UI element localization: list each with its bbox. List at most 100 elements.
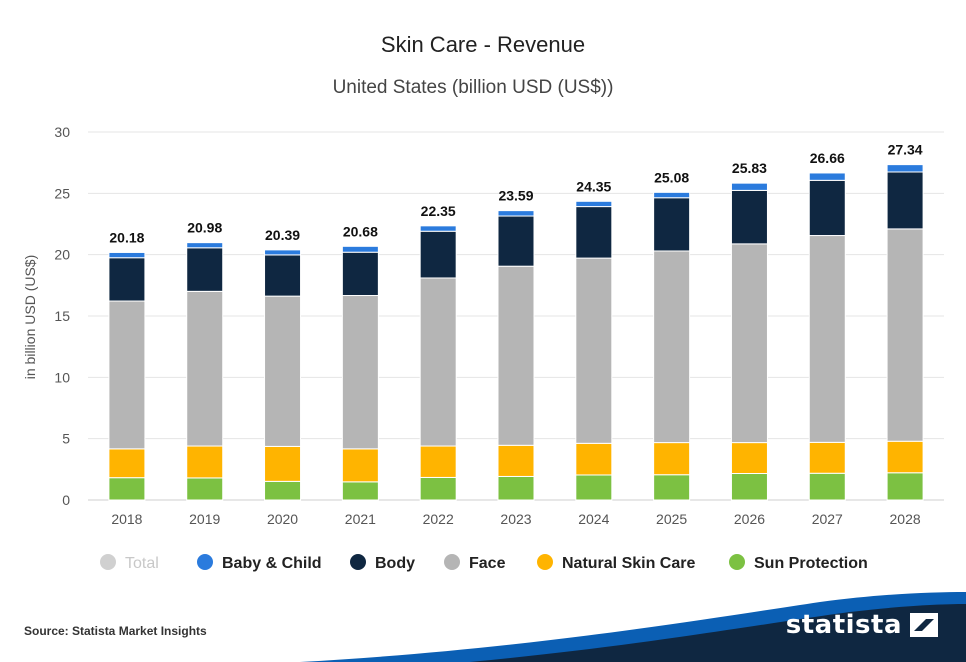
bar-segment[interactable]	[808, 441, 846, 474]
bar-segment[interactable]	[108, 300, 146, 450]
legend-label: Total	[125, 555, 159, 572]
bar-segment[interactable]	[575, 200, 613, 208]
bar-segment[interactable]	[264, 295, 302, 447]
bar-stack[interactable]	[264, 249, 302, 501]
bar-segment[interactable]	[264, 480, 302, 501]
bar-stack[interactable]	[419, 225, 457, 501]
bar-segment[interactable]	[341, 295, 379, 450]
legend-item[interactable]: Body	[350, 554, 415, 572]
bar-segment[interactable]	[653, 442, 691, 476]
bar-segment[interactable]	[419, 230, 457, 279]
bar-segment[interactable]	[575, 442, 613, 476]
bar-segment[interactable]	[264, 445, 302, 482]
bar-segment[interactable]	[575, 206, 613, 259]
legend[interactable]: Total Baby & Child Body Face Natural Skin Ca…	[100, 554, 868, 572]
statista-logo[interactable]: statista	[786, 610, 938, 640]
total-data-label: 20.18	[109, 229, 144, 245]
bar-stack[interactable]	[730, 182, 768, 501]
bar-stack[interactable]	[186, 242, 224, 501]
total-data-label: 24.35	[576, 178, 611, 194]
bar-segment[interactable]	[108, 257, 146, 302]
legend-marker	[197, 554, 213, 570]
bar-segment[interactable]	[575, 257, 613, 444]
bar-segment[interactable]	[264, 249, 302, 256]
x-tick-label: 2018	[111, 511, 142, 527]
source-text: Source: Statista Market Insights	[24, 624, 207, 638]
bar-stack[interactable]	[886, 164, 924, 501]
bar-segment[interactable]	[341, 448, 379, 483]
bar-segment[interactable]	[186, 445, 224, 479]
bar-segment[interactable]	[341, 251, 379, 297]
bar-segment[interactable]	[886, 228, 924, 442]
bar-segment[interactable]	[653, 250, 691, 444]
bar-segment[interactable]	[730, 182, 768, 191]
bar-segment[interactable]	[575, 474, 613, 501]
y-tick-label: 15	[54, 308, 70, 324]
bar-segment[interactable]	[186, 242, 224, 249]
bar-stack[interactable]	[497, 210, 535, 501]
bar-segment[interactable]	[808, 179, 846, 237]
legend-label: Face	[469, 555, 506, 572]
chart-subtitle: United States (billion USD (US$))	[333, 77, 614, 98]
legend-label: Natural Skin Care	[562, 555, 695, 572]
bar-segment[interactable]	[808, 472, 846, 501]
bar-segment[interactable]	[108, 477, 146, 501]
bar-segment[interactable]	[341, 481, 379, 501]
bar-segment[interactable]	[497, 215, 535, 267]
legend-label: Body	[375, 555, 415, 572]
bar-segment[interactable]	[264, 254, 302, 297]
legend-marker	[729, 554, 745, 570]
x-tick-label: 2022	[423, 511, 454, 527]
legend-item[interactable]: Baby & Child	[197, 554, 322, 572]
bar-segment[interactable]	[341, 245, 379, 253]
chart-title: Skin Care - Revenue	[381, 32, 585, 57]
bar-stack[interactable]	[341, 245, 379, 501]
bar-segment[interactable]	[886, 472, 924, 501]
bar-segment[interactable]	[730, 442, 768, 475]
statista-mark-icon	[910, 613, 938, 637]
bar-segment[interactable]	[497, 444, 535, 477]
legend-item[interactable]: Natural Skin Care	[537, 554, 695, 572]
bar-stack[interactable]	[575, 200, 613, 501]
bar-segment[interactable]	[419, 445, 457, 478]
bar-segment[interactable]	[419, 277, 457, 447]
y-tick-label: 20	[54, 247, 70, 263]
bar-segment[interactable]	[886, 164, 924, 173]
bar-segment[interactable]	[886, 440, 924, 474]
bar-segment[interactable]	[497, 475, 535, 501]
bar-segment[interactable]	[886, 171, 924, 230]
bar-layer	[108, 164, 924, 501]
bar-segment[interactable]	[808, 172, 846, 181]
bar-segment[interactable]	[497, 210, 535, 217]
bar-segment[interactable]	[497, 265, 535, 446]
total-data-label: 20.39	[265, 227, 300, 243]
bar-stack[interactable]	[108, 251, 146, 501]
x-tick-label: 2028	[890, 511, 921, 527]
legend-item[interactable]: Total	[100, 554, 159, 572]
bar-stack[interactable]	[808, 172, 846, 501]
y-tick-label: 5	[62, 431, 70, 447]
bar-segment[interactable]	[653, 197, 691, 252]
bar-segment[interactable]	[808, 235, 846, 443]
bar-segment[interactable]	[653, 191, 691, 199]
bar-segment[interactable]	[186, 247, 224, 292]
x-tick-label: 2026	[734, 511, 765, 527]
bar-segment[interactable]	[730, 189, 768, 245]
legend-item[interactable]: Sun Protection	[729, 554, 868, 572]
total-data-label: 26.66	[810, 150, 845, 166]
bar-segment[interactable]	[653, 474, 691, 501]
bar-segment[interactable]	[419, 476, 457, 501]
bar-segment[interactable]	[419, 225, 457, 232]
footer-swoosh	[300, 592, 966, 662]
bar-segment[interactable]	[108, 448, 146, 479]
x-tick-label: 2020	[267, 511, 298, 527]
legend-item[interactable]: Face	[444, 554, 506, 572]
bar-stack[interactable]	[653, 191, 691, 501]
bar-segment[interactable]	[186, 290, 224, 447]
bar-segment[interactable]	[186, 477, 224, 501]
bar-segment[interactable]	[108, 251, 146, 259]
x-tick-label: 2025	[656, 511, 687, 527]
bar-segment[interactable]	[730, 243, 768, 444]
bar-segment[interactable]	[730, 473, 768, 501]
